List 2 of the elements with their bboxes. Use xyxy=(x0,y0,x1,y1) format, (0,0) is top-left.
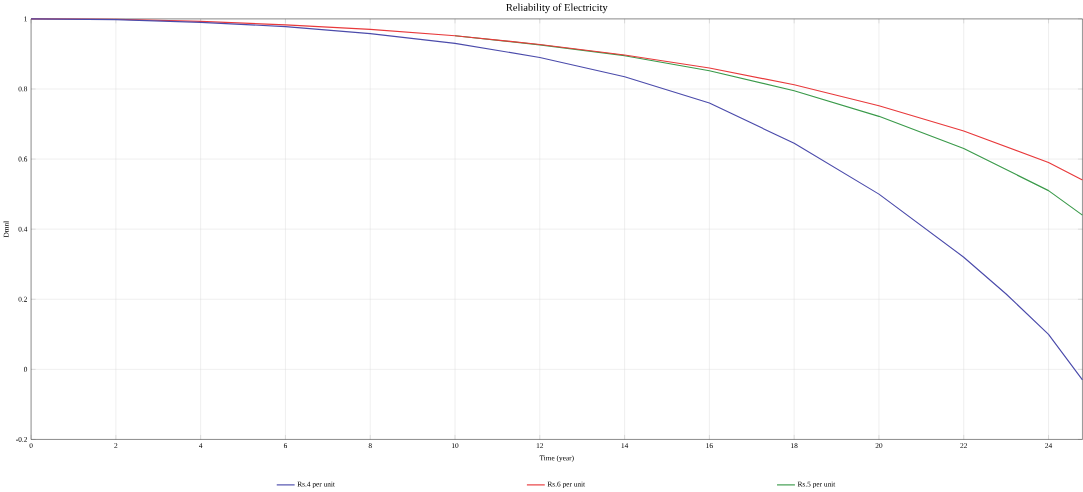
chart-title: Reliability of Electricity xyxy=(506,3,608,13)
line-series xyxy=(30,18,1083,381)
